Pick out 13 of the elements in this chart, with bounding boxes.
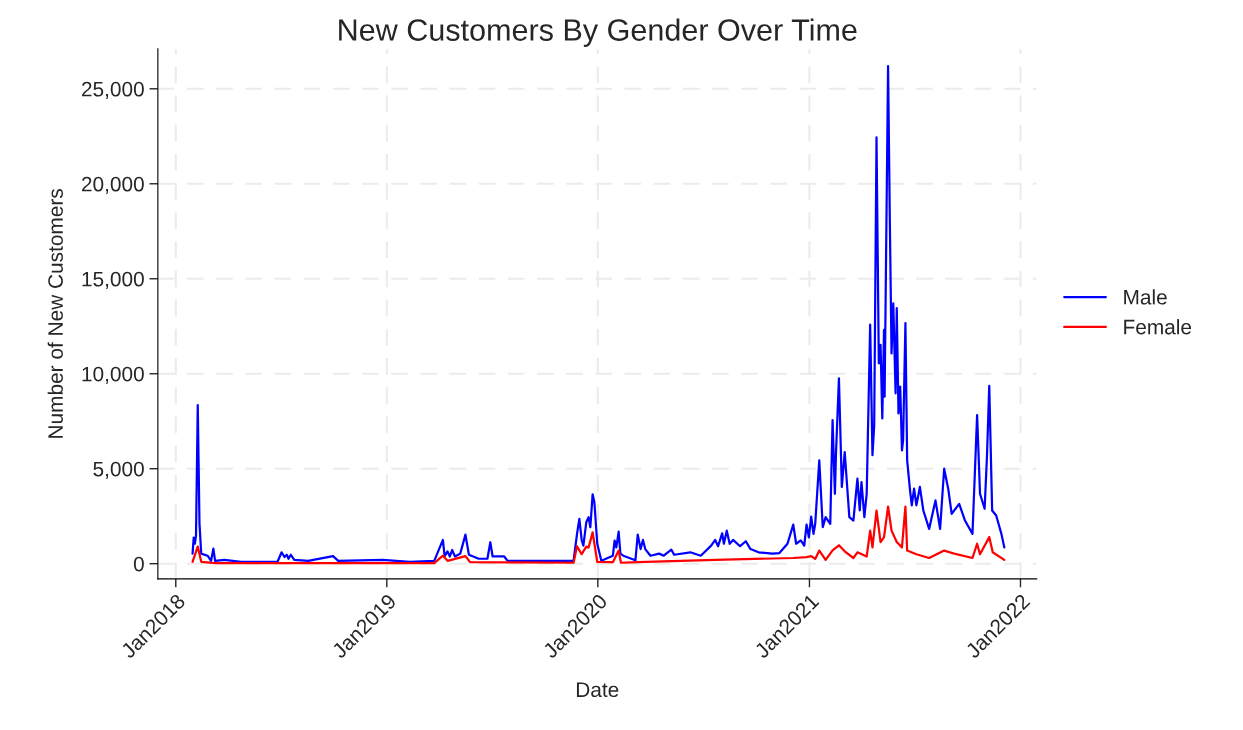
y-tick-label: 20,000 (82, 176, 144, 194)
x-axis-title: Date (576, 682, 619, 698)
chart-title: New Customers By Gender Over Time (339, 18, 857, 47)
y-tick-label: 5,000 (93, 461, 144, 479)
y-tick-label: 0 (133, 556, 144, 572)
line-series (191, 64, 1006, 563)
y-tick-label: 10,000 (82, 366, 144, 384)
y-tick-label: 15,000 (82, 271, 144, 289)
legend-label: Male (1124, 289, 1167, 305)
legend-label: Female (1124, 319, 1192, 335)
y-tick-label: 25,000 (82, 81, 144, 100)
line-series (191, 505, 1006, 565)
y-axis-title: Number of New Customers (47, 189, 63, 438)
